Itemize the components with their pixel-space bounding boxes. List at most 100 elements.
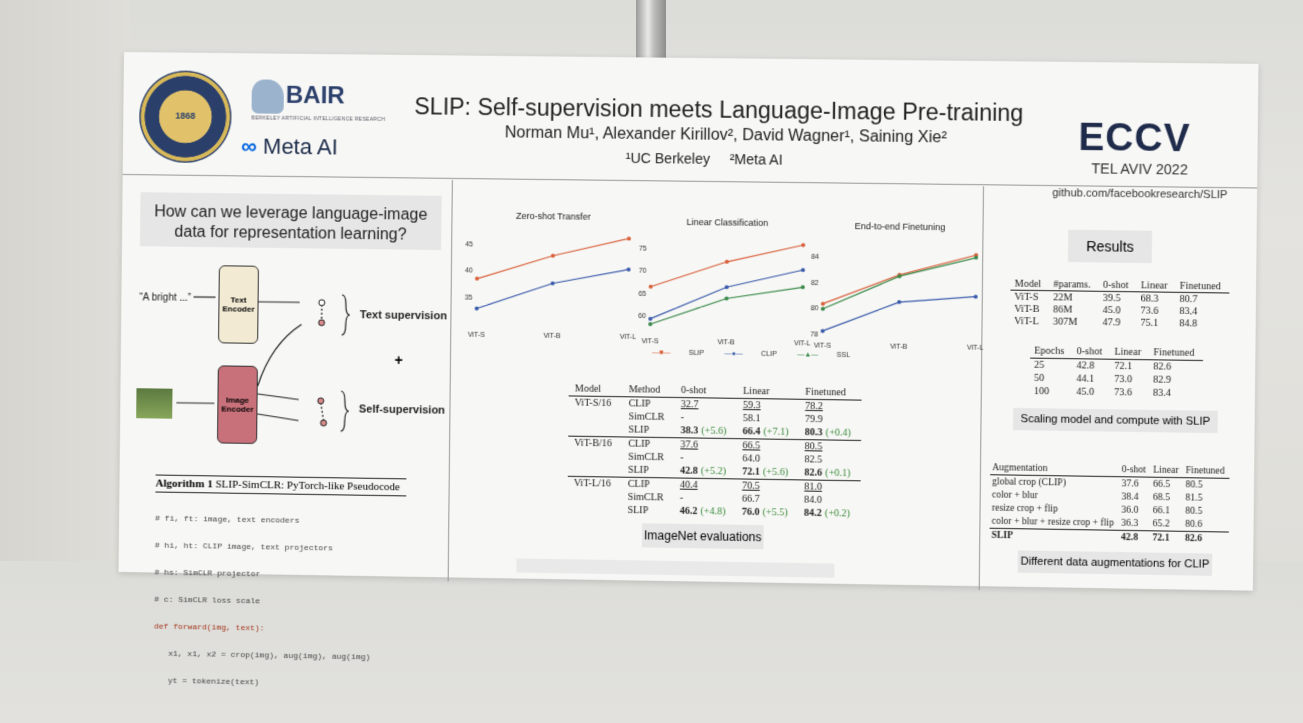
- bair-bear-icon: [252, 79, 284, 113]
- series-line-clip: [477, 268, 629, 311]
- code-line: def forward(img, text):: [154, 623, 371, 636]
- augmentation-table-body: global crop (CLIP)37.666.580.5color + bl…: [989, 475, 1229, 546]
- table-cell: ViT-L: [1010, 315, 1049, 328]
- table-cell: 80.5: [1183, 478, 1229, 492]
- table-cell: 42.8: [1119, 530, 1151, 544]
- legend-marker-slip: —■—: [652, 349, 671, 356]
- table-cell: ViT-B: [1010, 303, 1049, 316]
- header-cell: 0-shot: [1099, 279, 1137, 292]
- header-cell: Finetuned: [799, 386, 861, 401]
- model-cell: ViT-B/16: [568, 436, 622, 450]
- method-cell: CLIP: [622, 437, 674, 451]
- gain-value: (+5.6): [763, 467, 788, 478]
- method-cell: SimCLR: [621, 491, 673, 505]
- y-tick-label: 65: [638, 291, 646, 298]
- plus-sign: +: [395, 352, 403, 368]
- chart-linear: Linear Classification60657075ViT-SViT-BV…: [636, 216, 810, 354]
- table-cell: 83.4: [1175, 305, 1228, 318]
- table-cell: 86M: [1049, 303, 1099, 316]
- header-cell: Finetuned: [1184, 464, 1230, 478]
- linear-cell: 66.5: [736, 439, 798, 454]
- table-row: ViT-L307M47.975.184.8: [1010, 315, 1229, 330]
- cell-value: 58.1: [743, 413, 761, 424]
- imagenet-results-table: Model Method 0-shot Linear Finetuned ViT…: [567, 382, 861, 520]
- cell-value: -: [680, 493, 684, 504]
- x-tick-label: ViT-L: [620, 334, 637, 341]
- linear-cell: 58.1: [737, 412, 799, 426]
- finetuned-cell: 81.0: [798, 480, 860, 495]
- data-point-ssl: [821, 307, 825, 311]
- model-cell: [568, 490, 622, 504]
- arrow-image-embedding-clip: [258, 324, 302, 387]
- cell-value: 82.6: [804, 467, 822, 478]
- y-tick-label: 82: [811, 280, 819, 287]
- uc-berkeley-seal-icon: 1868: [139, 70, 232, 163]
- cell-value: SLIP: [628, 424, 649, 435]
- brace-ssl: [341, 391, 349, 431]
- data-point-slip: [649, 285, 653, 289]
- linear-cell: 64.0: [736, 452, 798, 466]
- code-line: # fi, ft: image, text encoders: [155, 515, 372, 527]
- poster-authors: Norman Mu¹, Alexander Kirillov², David W…: [505, 124, 947, 147]
- table-cell: 81.5: [1183, 491, 1229, 505]
- meta-ai-logo: ∞ Meta AI: [241, 133, 338, 160]
- code-line: # hs: SimCLR projector: [155, 569, 372, 582]
- cell-value: 59.3: [743, 400, 761, 411]
- motivation-question: How can we leverage language-image data …: [140, 192, 442, 250]
- table-cell: 37.6: [1119, 477, 1151, 491]
- header-cell: 0-shot: [675, 384, 737, 398]
- chart-finetune: End-to-end Finetuning78808284ViT-SViT-BV…: [808, 220, 982, 358]
- finetuned-cell: 80.3(+0.4): [799, 426, 861, 441]
- algorithm-name: SLIP-SimCLR: PyTorch-like Pseudocode: [213, 478, 400, 493]
- table-cell: 66.5: [1151, 477, 1184, 491]
- table-cell: 82.6: [1183, 531, 1229, 545]
- cell-value: 46.2: [680, 506, 698, 517]
- bair-logo: BAIR: [286, 82, 345, 111]
- arrow-ssl-view2: [257, 414, 298, 421]
- linear-cell: 70.5: [736, 479, 798, 494]
- code-line: # c: SimCLR loss scale: [154, 596, 371, 609]
- augmentation-caption: Different data augmentations for CLIP: [1018, 550, 1213, 575]
- chart-title: Linear Classification: [687, 217, 769, 228]
- cell-value: 84.2: [804, 508, 822, 519]
- cell-value: CLIP: [628, 479, 650, 490]
- zero-shot-cell: -: [674, 492, 736, 506]
- table-cell: 36.0: [1119, 503, 1151, 517]
- table-cell: 50: [1030, 372, 1072, 386]
- finetuned-cell: 79.9: [799, 413, 861, 427]
- gain-value: (+0.1): [825, 468, 850, 479]
- model-cell: ViT-S/16: [568, 396, 622, 410]
- table-cell: 73.0: [1110, 373, 1149, 387]
- linear-cell: 66.4(+7.1): [736, 425, 798, 440]
- data-point-ssl: [801, 285, 805, 289]
- model-table-body: ViT-S22M39.568.380.7ViT-B86M45.073.683.4…: [1010, 290, 1229, 330]
- y-tick-label: 80: [811, 305, 819, 312]
- table-cell: 36.3: [1119, 517, 1151, 531]
- cell-value: 78.2: [805, 401, 823, 412]
- table-cell: 44.1: [1072, 372, 1110, 386]
- zero-shot-cell: 40.4: [674, 478, 736, 493]
- model-cell: [568, 409, 622, 423]
- github-link: github.com/facebookresearch/SLIP: [1052, 187, 1227, 201]
- poster-header: 1868 BAIR BERKELEY ARTIFICIAL INTELLIGEN…: [123, 52, 1259, 188]
- series-line-slip: [651, 243, 804, 288]
- x-tick-label: ViT-S: [468, 332, 486, 339]
- table-cell: 80.5: [1183, 504, 1229, 518]
- data-point-ssl: [724, 296, 728, 300]
- model-cell: [568, 450, 622, 464]
- finetuned-cell: 82.5: [798, 453, 860, 467]
- cell-value: 76.0: [742, 507, 760, 518]
- legend-ssl: SSL: [837, 352, 851, 359]
- cell-value: SimCLR: [628, 492, 664, 504]
- y-tick-label: 84: [811, 254, 819, 261]
- x-tick-label: ViT-B: [543, 333, 561, 340]
- x-tick-label: ViT-S: [641, 338, 659, 345]
- cell-value: 80.3: [805, 427, 823, 438]
- code-line: yt = tokenize(text): [153, 677, 370, 690]
- data-point-clip: [627, 267, 631, 271]
- legend-clip: CLIP: [761, 351, 777, 358]
- data-point-slip: [821, 302, 825, 306]
- table-cell: 42.8: [1072, 359, 1110, 373]
- gain-value: (+4.8): [700, 506, 725, 517]
- model-cell: ViT-L/16: [568, 476, 622, 490]
